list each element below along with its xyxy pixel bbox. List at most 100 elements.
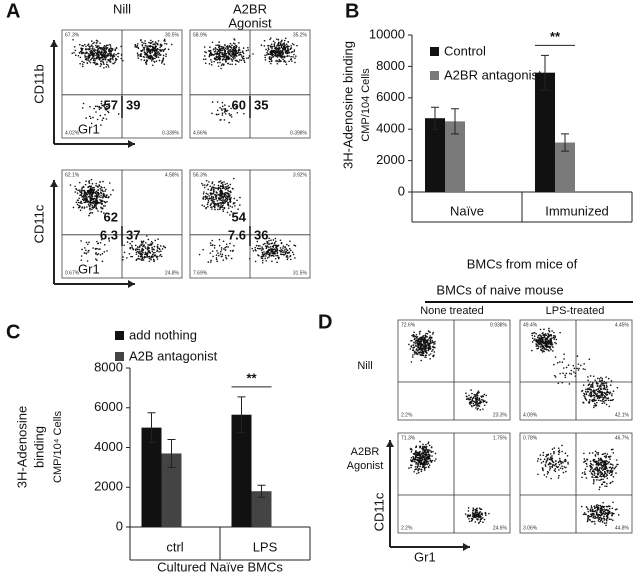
flow-dot [552, 346, 554, 348]
flow-dot [587, 387, 589, 389]
flow-dot [416, 334, 418, 336]
flow-dot [106, 195, 108, 197]
flow-dot [219, 107, 221, 109]
quadrant-percent: 4.45% [615, 322, 630, 328]
quadrant-percent: 44.8% [615, 525, 630, 531]
flow-dot [612, 513, 614, 515]
flow-dot [603, 453, 605, 455]
flow-dot [410, 340, 412, 342]
quadrant-percent: 72.6% [401, 322, 416, 328]
flow-dot [274, 251, 276, 253]
flow-dot [573, 371, 575, 373]
flow-dot [603, 392, 605, 394]
flow-dot [548, 328, 550, 330]
flow-dot [554, 342, 556, 344]
flow-dot [211, 240, 213, 242]
flow-dot [537, 458, 539, 460]
flow-dot [147, 248, 149, 250]
flow-dot [605, 457, 607, 459]
flow-dot [150, 49, 152, 51]
flow-dot [220, 49, 222, 51]
flow-dot [100, 52, 102, 54]
bar [535, 73, 555, 192]
flow-dot [270, 57, 272, 59]
flow-dot [78, 55, 80, 57]
flow-dot [158, 54, 160, 56]
flow-dot [477, 395, 479, 397]
flow-dot [276, 38, 278, 40]
flow-dot [157, 258, 159, 260]
flow-dot [609, 392, 611, 394]
flow-dot [253, 250, 255, 252]
flow-dot [285, 51, 287, 53]
flow-dot [549, 342, 551, 344]
flow-dot [231, 55, 233, 57]
flow-dot [151, 246, 153, 248]
flow-dot [81, 61, 83, 63]
flow-dot [537, 460, 539, 462]
flow-dot [93, 55, 95, 57]
flow-dot [210, 203, 212, 205]
flow-dot [599, 378, 601, 380]
flow-dot [419, 346, 421, 348]
flow-dot [602, 399, 604, 401]
flow-dot [423, 338, 425, 340]
y-tick-label: 0 [116, 518, 123, 533]
flow-dot [599, 395, 601, 397]
flow-dot [609, 511, 611, 513]
flow-dot [157, 244, 159, 246]
flow-dot [599, 475, 601, 477]
flow-dot [236, 50, 238, 52]
flow-dot [91, 44, 93, 46]
flow-dot [270, 37, 272, 39]
flow-dot [288, 55, 290, 57]
flow-dot [238, 47, 240, 49]
flow-dot [110, 61, 112, 63]
flow-dot [95, 185, 97, 187]
flow-dot [88, 242, 90, 244]
flow-dot [163, 40, 165, 42]
flow-dot [425, 448, 427, 450]
flow-dot [211, 64, 213, 66]
flow-dot [592, 452, 594, 454]
flow-dot [258, 255, 260, 257]
flow-dot [422, 466, 424, 468]
flow-dot [470, 389, 472, 391]
flow-dot [110, 54, 112, 56]
flow-dot [214, 58, 216, 60]
flow-dot [214, 245, 216, 247]
flow-dot [214, 247, 216, 249]
flow-dot [232, 57, 234, 59]
flow-dot [117, 53, 119, 55]
flow-dot [609, 472, 611, 474]
flow-dot [428, 441, 430, 443]
flow-dot [431, 350, 433, 352]
flow-dot [149, 45, 151, 47]
flow-dot [206, 197, 208, 199]
flow-dot [586, 506, 588, 508]
flow-dot [254, 247, 256, 249]
flow-dot [414, 341, 416, 343]
flow-dot [234, 46, 236, 48]
flow-dot [223, 46, 225, 48]
flow-dot [79, 63, 81, 65]
flow-dot [277, 255, 279, 257]
flow-dot [90, 212, 92, 214]
flow-dot [615, 472, 617, 474]
flow-dot [274, 47, 276, 49]
arrow-head [128, 280, 135, 288]
flow-dot [289, 52, 291, 54]
flow-dot [419, 466, 421, 468]
flow-dot [89, 202, 91, 204]
flow-dot [281, 39, 283, 41]
flow-dot [285, 61, 287, 63]
arrow-head [50, 180, 58, 187]
flow-dot [222, 59, 224, 61]
flow-dot [282, 54, 284, 56]
flow-dot [246, 57, 248, 59]
flow-dot [101, 192, 103, 194]
flow-dot [102, 261, 104, 263]
flow-dot [270, 51, 272, 53]
flow-dot [582, 368, 584, 370]
flow-dot [268, 249, 270, 251]
